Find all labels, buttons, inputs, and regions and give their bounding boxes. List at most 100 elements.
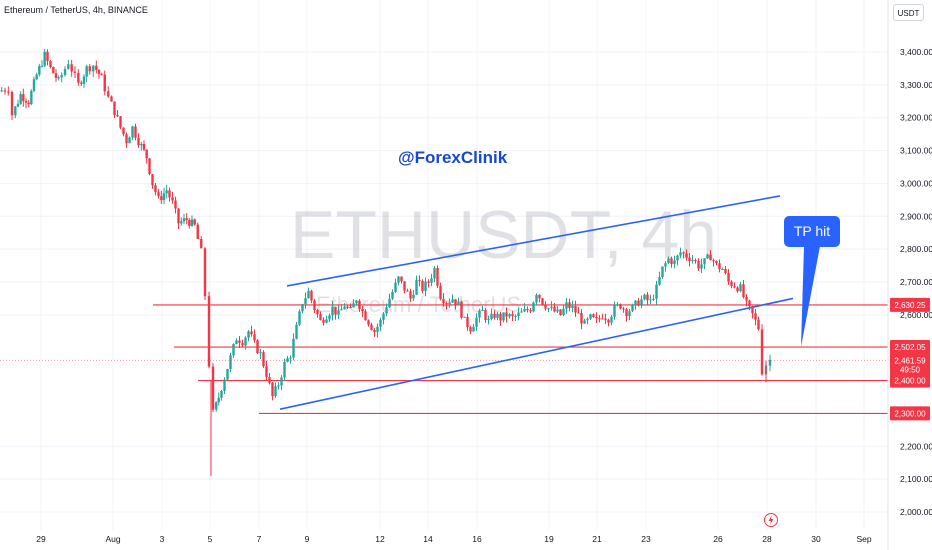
x-tick-label: 23 bbox=[641, 534, 651, 544]
candle-body bbox=[511, 314, 514, 317]
candle-body bbox=[394, 282, 397, 292]
candle-body bbox=[403, 281, 406, 291]
level-tag-label: 2,502.05 bbox=[894, 343, 926, 352]
candle-body bbox=[505, 312, 508, 317]
candle-body bbox=[529, 310, 532, 312]
y-tick-label: 2,000.00 bbox=[900, 507, 932, 517]
candle-body bbox=[580, 312, 583, 324]
candle-body bbox=[46, 51, 49, 61]
candle-body bbox=[165, 190, 168, 194]
candle-body bbox=[571, 305, 574, 308]
candle-body bbox=[574, 305, 577, 313]
candle-body bbox=[38, 65, 41, 75]
candle-body bbox=[67, 64, 70, 69]
candle-body bbox=[706, 254, 709, 259]
time-axis[interactable]: 29 Aug 3 5 7 9 12 14 16 19 21 23 26 28 30 Sep bbox=[36, 534, 872, 544]
candle-body bbox=[670, 258, 673, 264]
x-tick-label: 26 bbox=[713, 534, 723, 544]
candle-body bbox=[568, 302, 571, 308]
candle-body bbox=[367, 320, 370, 325]
candle-body bbox=[382, 313, 385, 320]
candle-body bbox=[244, 337, 247, 346]
candle-body bbox=[469, 327, 472, 332]
candle-body bbox=[391, 291, 394, 299]
candle-body bbox=[30, 90, 33, 105]
level-tag-label: 2,630.25 bbox=[894, 301, 926, 310]
candle-body bbox=[92, 65, 95, 72]
candle-body bbox=[532, 302, 535, 312]
candle-body bbox=[32, 79, 36, 91]
tp-hit-callout[interactable]: TP hit bbox=[784, 216, 840, 348]
candle-body bbox=[298, 311, 301, 325]
candle-body bbox=[412, 294, 415, 299]
candle-body bbox=[174, 200, 177, 209]
candle-body bbox=[691, 259, 694, 262]
candle-body bbox=[733, 286, 736, 288]
x-tick-label: Sep bbox=[856, 534, 871, 544]
candle-body bbox=[418, 280, 421, 282]
candle-body bbox=[640, 299, 643, 306]
candle-body bbox=[370, 324, 373, 330]
price-channel[interactable] bbox=[279, 195, 794, 410]
candle-body bbox=[649, 299, 652, 301]
candle-body bbox=[424, 281, 427, 292]
candle-body bbox=[610, 316, 613, 323]
candle-body bbox=[709, 254, 712, 261]
candle-body bbox=[7, 91, 10, 93]
candle-body bbox=[409, 291, 412, 299]
candle-body bbox=[436, 268, 439, 286]
candle-body bbox=[207, 296, 211, 367]
channel-lower-line[interactable] bbox=[279, 297, 794, 410]
candle-body bbox=[145, 149, 148, 159]
last-price-tag bbox=[890, 353, 930, 375]
candle-body bbox=[442, 298, 445, 303]
candle-body bbox=[601, 318, 604, 320]
candle-body bbox=[358, 300, 361, 310]
candle-body bbox=[712, 260, 715, 262]
candle-body bbox=[721, 268, 724, 270]
tp-box bbox=[784, 216, 840, 247]
price-axis[interactable]: 3,400.00 3,300.00 3,200.00 3,100.00 3,000.00… bbox=[890, 47, 932, 517]
level-tag bbox=[890, 297, 930, 312]
candle-body bbox=[544, 304, 547, 309]
candle-body bbox=[433, 268, 436, 279]
candle-body bbox=[140, 143, 143, 146]
x-tick-label: 28 bbox=[762, 534, 772, 544]
candle-body bbox=[137, 137, 140, 146]
candle-body bbox=[727, 272, 730, 282]
tp-pointer bbox=[801, 246, 820, 348]
candle-body bbox=[352, 303, 355, 308]
y-tick-label: 3,300.00 bbox=[900, 80, 932, 90]
candle-body bbox=[35, 74, 38, 80]
channel-upper-line[interactable] bbox=[286, 195, 781, 287]
candle-body bbox=[304, 298, 307, 305]
candle-body bbox=[445, 302, 448, 305]
y-tick-label: 2,800.00 bbox=[900, 244, 932, 254]
candle-body bbox=[247, 331, 250, 338]
candle-body bbox=[451, 299, 454, 303]
candle-body bbox=[232, 344, 235, 356]
candle-body bbox=[57, 77, 60, 79]
candle-body bbox=[376, 326, 379, 333]
candle-body bbox=[463, 316, 466, 318]
alert-icon[interactable] bbox=[764, 513, 778, 527]
candle-body bbox=[340, 309, 343, 311]
y-tick-label: 3,200.00 bbox=[900, 113, 932, 123]
horizontal-levels[interactable] bbox=[0, 304, 888, 415]
candle-body bbox=[700, 264, 703, 269]
candle-body bbox=[655, 284, 658, 299]
candle-body bbox=[373, 329, 376, 333]
candle-body bbox=[95, 65, 98, 70]
candle-body bbox=[190, 219, 194, 226]
candle-body bbox=[19, 94, 22, 104]
candle-body bbox=[88, 66, 91, 72]
candle-body bbox=[526, 308, 529, 311]
candle-body bbox=[559, 309, 562, 316]
candle-body bbox=[188, 220, 191, 226]
currency-button[interactable]: USDT bbox=[893, 4, 924, 21]
candle-body bbox=[307, 290, 310, 299]
candle-body bbox=[631, 304, 634, 312]
candle-body bbox=[325, 319, 328, 323]
candle-body bbox=[0, 90, 3, 92]
